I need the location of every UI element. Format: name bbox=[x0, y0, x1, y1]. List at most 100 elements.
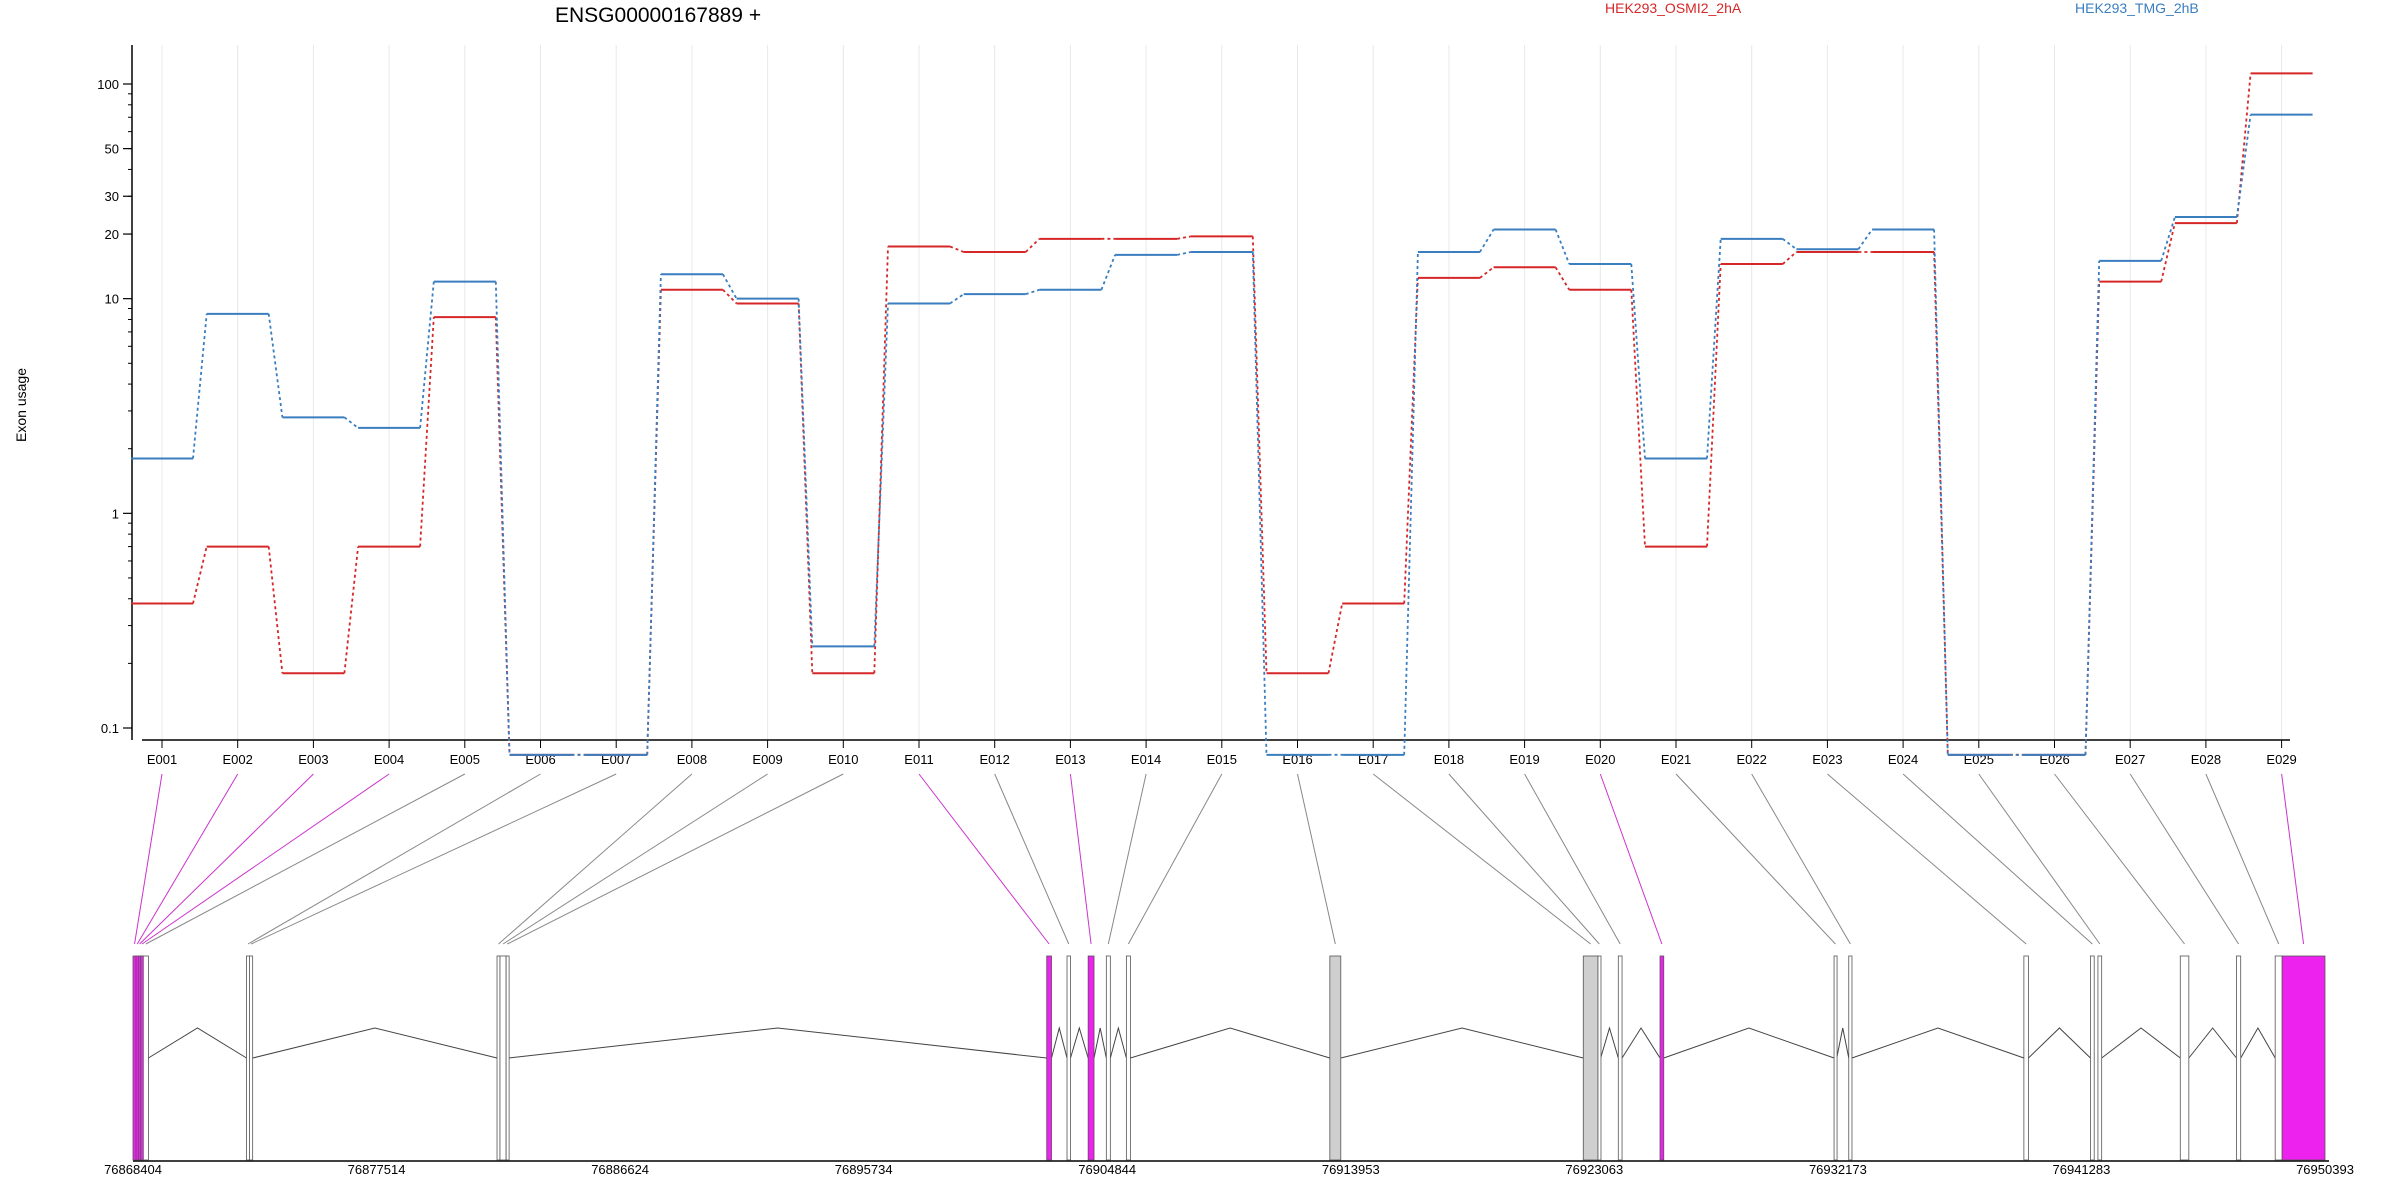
segment-E019 bbox=[1554, 229, 1571, 265]
x-tick-label-E022: E022 bbox=[1737, 752, 1767, 767]
exon-box-E007 bbox=[249, 955, 254, 1161]
connector-E029 bbox=[2281, 773, 2305, 945]
segment-E022 bbox=[1782, 238, 1797, 250]
connector-E007 bbox=[250, 773, 617, 945]
genome-coordinate-label: 76886624 bbox=[591, 1162, 649, 1177]
segment-E012 bbox=[1025, 288, 1040, 295]
connector-E014 bbox=[1107, 773, 1147, 945]
chart-title: ENSG00000167889 + bbox=[555, 4, 761, 27]
genome-coordinate-label: 76868404 bbox=[104, 1162, 162, 1177]
x-tick-label-E005: E005 bbox=[450, 752, 480, 767]
genome-coordinate-label: 76904844 bbox=[1078, 1162, 1136, 1177]
series-2 bbox=[131, 113, 2313, 756]
y-tick-label: 0.1 bbox=[101, 721, 119, 736]
exon-box-E014 bbox=[1105, 955, 1111, 1161]
segment-E028 bbox=[2236, 73, 2252, 224]
segment-E003 bbox=[343, 546, 359, 674]
connector-E017 bbox=[1372, 773, 1591, 945]
segment-E001 bbox=[192, 546, 208, 604]
connector-E024 bbox=[1902, 773, 2093, 945]
legend-series-2: HEK293_TMG_2hB bbox=[2075, 0, 2199, 16]
exon-box-E027 bbox=[2236, 955, 2242, 1161]
intron-line bbox=[508, 1027, 1047, 1059]
exon-box-E024 bbox=[2090, 955, 2095, 1161]
x-tick-label-E029: E029 bbox=[2266, 752, 2296, 767]
segment-E018 bbox=[1479, 266, 1495, 279]
intron-line bbox=[1093, 1027, 1107, 1059]
connector-E013 bbox=[1069, 773, 1092, 945]
segment-E013 bbox=[1100, 254, 1116, 291]
segment-E020 bbox=[1630, 263, 1646, 459]
connector-E002 bbox=[136, 773, 239, 945]
intron-line bbox=[2028, 1027, 2091, 1059]
y-tick-label: 30 bbox=[105, 189, 119, 204]
exon-box-E028 bbox=[2274, 955, 2283, 1161]
intron-line bbox=[1663, 1027, 1835, 1059]
connector-E027 bbox=[2129, 773, 2239, 945]
exon-box-E021 bbox=[1833, 955, 1838, 1161]
segment-E012 bbox=[1025, 238, 1041, 253]
segment-E022 bbox=[1782, 251, 1797, 265]
exon-box-E022 bbox=[1848, 955, 1853, 1161]
segment-E011 bbox=[949, 245, 965, 253]
connector-E020 bbox=[1599, 773, 1663, 945]
intron-line bbox=[1051, 1026, 1068, 1059]
y-axis-label: Exon usage bbox=[13, 368, 29, 442]
exon-box-E017 bbox=[1582, 955, 1599, 1161]
exon-box-E009 bbox=[499, 955, 507, 1161]
exon-box-E013 bbox=[1087, 955, 1095, 1161]
segment-E017 bbox=[1403, 251, 1419, 755]
connector-E005 bbox=[145, 773, 466, 945]
x-tick-label-E014: E014 bbox=[1131, 752, 1161, 767]
x-tick-label-E009: E009 bbox=[752, 752, 782, 767]
connector-E010 bbox=[507, 773, 844, 945]
connector-E018 bbox=[1448, 773, 1600, 945]
connector-E022 bbox=[1751, 773, 1851, 945]
segment-E021 bbox=[1706, 263, 1722, 547]
x-tick-label-E027: E027 bbox=[2115, 752, 2145, 767]
x-tick-label-E011: E011 bbox=[904, 752, 933, 767]
connector-E009 bbox=[502, 773, 768, 945]
connector-E006 bbox=[247, 773, 541, 945]
segment-E021 bbox=[1706, 238, 1722, 459]
intron-line bbox=[2240, 1026, 2276, 1059]
connector-E011 bbox=[918, 773, 1050, 945]
exon-box-E029 bbox=[2281, 955, 2326, 1161]
intron-line bbox=[1851, 1027, 2025, 1059]
exon-box-E016 bbox=[1329, 955, 1342, 1161]
exon-box-E023 bbox=[2023, 955, 2029, 1161]
connector-E025 bbox=[1978, 773, 2101, 945]
exon-box-E025 bbox=[2097, 955, 2103, 1161]
segment-E018 bbox=[1479, 229, 1495, 253]
intron-line bbox=[1836, 1027, 1850, 1059]
intron-line bbox=[148, 1027, 247, 1059]
intron-line bbox=[252, 1027, 498, 1059]
exon-box-E019 bbox=[1617, 955, 1623, 1161]
segment-E023 bbox=[1857, 228, 1873, 250]
genome-coordinate-label: 76923063 bbox=[1565, 1162, 1623, 1177]
segment-E007 bbox=[646, 274, 662, 755]
x-tick-label-E021: E021 bbox=[1661, 752, 1691, 767]
exon-box-E015 bbox=[1125, 955, 1131, 1161]
intron-line bbox=[2101, 1027, 2181, 1059]
segment-E011 bbox=[949, 293, 965, 305]
segment-E016 bbox=[1327, 603, 1344, 674]
connector-E003 bbox=[139, 773, 314, 945]
segment-E001 bbox=[192, 313, 208, 459]
y-tick-label: 20 bbox=[105, 227, 119, 242]
x-tick-label-E001: E001 bbox=[147, 752, 177, 767]
x-tick-label-E019: E019 bbox=[1509, 752, 1539, 767]
x-tick-label-E018: E018 bbox=[1434, 752, 1464, 767]
x-tick-label-E004: E004 bbox=[374, 752, 404, 767]
segment-E008 bbox=[722, 273, 738, 300]
genome-coordinate-label: 76877514 bbox=[348, 1162, 406, 1177]
segment-E002 bbox=[267, 546, 284, 674]
segment-E002 bbox=[267, 313, 284, 418]
segment-E004 bbox=[419, 281, 435, 428]
connector-E016 bbox=[1297, 773, 1336, 945]
exon-box-E020 bbox=[1659, 955, 1665, 1161]
genome-coordinate-label: 76950393 bbox=[2296, 1162, 2354, 1177]
connector-E004 bbox=[141, 773, 390, 945]
segment-E007 bbox=[646, 289, 662, 755]
intron-line bbox=[1130, 1027, 1330, 1059]
